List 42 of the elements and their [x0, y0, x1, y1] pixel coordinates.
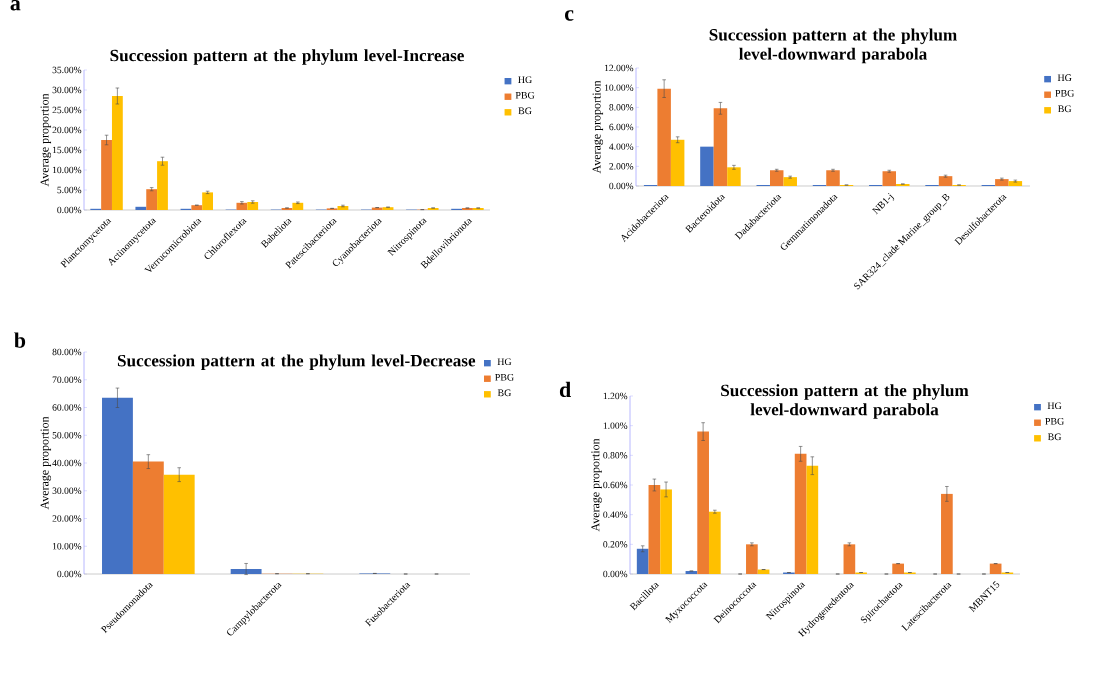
bar: [111, 95, 123, 210]
bar: [292, 202, 304, 210]
bar: [660, 489, 672, 574]
text: b: [14, 332, 26, 348]
bar: [636, 548, 649, 574]
chart-title: Succession pattern at the phylum level-downward parabola: [721, 384, 969, 419]
bar: [708, 511, 721, 574]
text: a: [10, 0, 21, 11]
bar: [236, 202, 248, 210]
bar: [892, 563, 904, 574]
bar: [746, 544, 758, 574]
bar: [826, 170, 840, 186]
bar: [247, 201, 259, 210]
bar: [697, 431, 709, 574]
bar: [157, 161, 168, 210]
bar: [657, 88, 671, 186]
bar: [806, 465, 819, 574]
bar: [202, 192, 214, 210]
bar: [727, 167, 741, 186]
bar: [843, 544, 856, 574]
bar: [713, 108, 728, 186]
bar: [989, 563, 1002, 574]
bar: [146, 189, 158, 210]
bar: [783, 177, 797, 186]
bar: [794, 453, 807, 574]
text: c: [565, 10, 574, 21]
chart-title: Succession pattern at the phylum level-Decrease: [117, 354, 476, 370]
bar: [882, 171, 897, 186]
chart-title: Succession pattern at the phylum level-downward parabola: [709, 28, 957, 64]
bar: [670, 139, 685, 186]
bar: [700, 146, 714, 186]
bar: [163, 474, 195, 574]
text: d: [559, 381, 571, 398]
bar: [101, 139, 112, 210]
bar: [995, 179, 1009, 186]
chart-title: Succession pattern at the phylum level-Increase: [110, 49, 464, 65]
bar: [769, 170, 784, 186]
bar: [648, 485, 661, 574]
bar: [938, 176, 953, 186]
bar: [102, 397, 133, 574]
bar: [941, 493, 953, 574]
bar: [132, 461, 164, 574]
